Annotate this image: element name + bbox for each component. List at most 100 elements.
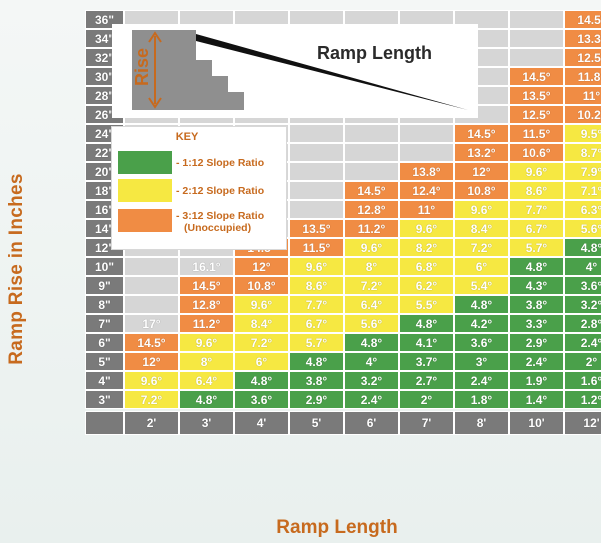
angle-cell: 9.6° — [124, 371, 179, 390]
angle-cell: 6° — [234, 352, 289, 371]
empty-cell — [289, 200, 344, 219]
x-axis-corner — [85, 411, 124, 435]
angle-cell: 7.7° — [509, 200, 564, 219]
y-tick-label: 6" — [85, 333, 124, 352]
angle-cell: 5.6° — [564, 219, 601, 238]
angle-cell: 10.8° — [454, 181, 509, 200]
angle-cell: 4.8° — [509, 257, 564, 276]
angle-cell: 4.8° — [179, 390, 234, 409]
angle-cell: 4.8° — [234, 371, 289, 390]
angle-cell: 4.1° — [399, 333, 454, 352]
angle-cell: 4.8° — [454, 295, 509, 314]
angle-cell: 2° — [564, 352, 601, 371]
angle-cell: 3.3° — [509, 314, 564, 333]
angle-cell: 6.7° — [509, 219, 564, 238]
angle-cell: 9.6° — [399, 219, 454, 238]
angle-cell: 6° — [454, 257, 509, 276]
key-sublabel-orange: (Unoccupied) — [184, 222, 252, 234]
angle-cell: 2.4° — [344, 390, 399, 409]
angle-cell: 2.4° — [509, 352, 564, 371]
angle-cell: 10.2° — [564, 105, 601, 124]
angle-cell: 14.5° — [564, 10, 601, 29]
empty-cell — [509, 10, 564, 29]
y-tick-label: 7" — [85, 314, 124, 333]
empty-cell — [509, 29, 564, 48]
angle-cell: 1.8° — [454, 390, 509, 409]
angle-cell: 6.4° — [344, 295, 399, 314]
angle-cell: 1.6° — [564, 371, 601, 390]
angle-cell: 6.4° — [179, 371, 234, 390]
y-tick-label: 10" — [85, 257, 124, 276]
key-label-yellow: - 2:12 Slope Ratio — [176, 185, 265, 197]
key-swatch-green — [118, 151, 172, 174]
angle-cell: 4° — [564, 257, 601, 276]
angle-cell: 5.4° — [454, 276, 509, 295]
angle-cell: 7.7° — [289, 295, 344, 314]
angle-cell: 2.9° — [289, 390, 344, 409]
empty-cell — [124, 257, 179, 276]
angle-cell: 14.5° — [124, 333, 179, 352]
empty-cell — [289, 124, 344, 143]
angle-cell: 2.9° — [509, 333, 564, 352]
angle-cell: 11° — [399, 200, 454, 219]
angle-cell: 6.8° — [399, 257, 454, 276]
x-axis-title: Ramp Length — [276, 517, 398, 538]
angle-cell: 11° — [564, 86, 601, 105]
angle-cell: 12.8° — [179, 295, 234, 314]
angle-cell: 3° — [454, 352, 509, 371]
ramp-length-label: Ramp Length — [317, 43, 432, 63]
key-title: KEY — [175, 131, 199, 143]
angle-cell: 12.5° — [564, 48, 601, 67]
angle-cell: 7.2° — [454, 238, 509, 257]
angle-cell: 5.6° — [344, 314, 399, 333]
angle-cell: 8.2° — [399, 238, 454, 257]
angle-cell: 4.3° — [509, 276, 564, 295]
key-label-green: - 1:12 Slope Ratio — [176, 157, 265, 169]
empty-cell — [344, 143, 399, 162]
y-tick-label: 8" — [85, 295, 124, 314]
angle-cell: 5.5° — [399, 295, 454, 314]
empty-cell — [289, 162, 344, 181]
angle-cell: 3.6° — [454, 333, 509, 352]
angle-cell: 11.5° — [509, 124, 564, 143]
angle-cell: 14.5° — [344, 181, 399, 200]
angle-cell: 1.2° — [564, 390, 601, 409]
angle-cell: 2.4° — [454, 371, 509, 390]
angle-cell: 13.5° — [509, 86, 564, 105]
y-tick-label: 4" — [85, 371, 124, 390]
angle-cell: 12.8° — [344, 200, 399, 219]
angle-cell: 7.2° — [124, 390, 179, 409]
angle-cell: 4.8° — [344, 333, 399, 352]
key-label-orange: - 3:12 Slope Ratio — [176, 210, 265, 222]
x-tick-label: 3' — [179, 411, 234, 435]
angle-cell: 4° — [344, 352, 399, 371]
empty-cell — [124, 295, 179, 314]
empty-cell — [289, 143, 344, 162]
angle-cell: 4.8° — [399, 314, 454, 333]
angle-cell: 1.4° — [509, 390, 564, 409]
angle-cell: 9.6° — [509, 162, 564, 181]
angle-cell: 14.5° — [179, 276, 234, 295]
steps-shape — [132, 30, 244, 110]
y-tick-label: 5" — [85, 352, 124, 371]
angle-cell: 3.8° — [509, 295, 564, 314]
angle-cell: 8° — [179, 352, 234, 371]
angle-cell: 9.6° — [179, 333, 234, 352]
x-tick-label: 2' — [124, 411, 179, 435]
angle-cell: 8° — [344, 257, 399, 276]
angle-cell: 3.6° — [234, 390, 289, 409]
angle-cell: 11.2° — [179, 314, 234, 333]
angle-cell: 13.2° — [454, 143, 509, 162]
angle-cell: 9.6° — [289, 257, 344, 276]
angle-cell: 3.2° — [564, 295, 601, 314]
rise-arrow-up — [148, 31, 162, 43]
angle-cell: 8.6° — [509, 181, 564, 200]
angle-cell: 12° — [234, 257, 289, 276]
rise-arrow-down — [148, 97, 162, 109]
empty-cell — [124, 276, 179, 295]
angle-cell: 3.8° — [289, 371, 344, 390]
angle-cell: 11.5° — [289, 238, 344, 257]
angle-cell: 9.5° — [564, 124, 601, 143]
empty-cell — [399, 124, 454, 143]
angle-cell: 14.5° — [454, 124, 509, 143]
